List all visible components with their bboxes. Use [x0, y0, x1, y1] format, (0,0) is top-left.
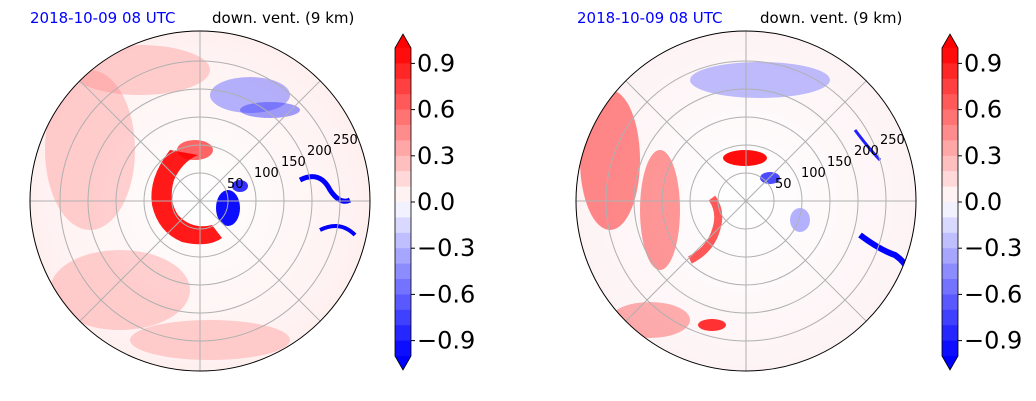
- panel-right-rlabel-150: 150: [827, 155, 852, 170]
- colorbar-level: [942, 125, 958, 141]
- panel-right: 2018-10-09 08 UTC down. vent. (9 km): [575, 9, 1022, 372]
- panel-right-rlabel-100: 100: [801, 166, 826, 181]
- panel-left-rlabel-50: 50: [227, 177, 244, 192]
- colorbar-level: [942, 186, 958, 203]
- colorbar-tick-label: 0.6: [417, 96, 455, 124]
- colorbar-level: [942, 217, 958, 234]
- colorbar-level: [395, 63, 411, 80]
- colorbar-level: [942, 140, 958, 157]
- colorbar-level: [395, 140, 411, 157]
- colorbar-tick-label: −0.6: [964, 280, 1022, 308]
- panel-right-rlabel-200: 200: [854, 144, 879, 159]
- colorbar-level: [942, 78, 958, 95]
- panel-left-colorbar: 0.9 0.6 0.3 0.0 −0.3 −0.6 −0.9: [394, 33, 475, 371]
- panel-left-date-title: 2018-10-09 08 UTC: [30, 9, 176, 27]
- colorbar-level: [942, 63, 958, 80]
- colorbar-level: [395, 155, 411, 172]
- colorbar-level: [942, 279, 958, 295]
- panel-left-grid: [30, 31, 370, 371]
- panel-right-variable-title: down. vent. (9 km): [760, 9, 902, 27]
- colorbar-level: [395, 309, 411, 326]
- colorbar-tick-label: −0.6: [417, 280, 475, 308]
- colorbar-level: [942, 340, 958, 357]
- panel-right-rlabel-250: 250: [880, 133, 905, 148]
- panel-left-rlabel-100: 100: [254, 166, 279, 181]
- colorbar-level: [395, 325, 411, 342]
- panel-left-negative-region: [210, 77, 357, 237]
- colorbar-tick-label: 0.0: [964, 188, 1002, 216]
- colorbar-level: [942, 232, 958, 249]
- colorbar-tick-label: −0.9: [417, 327, 475, 355]
- colorbar-level: [942, 202, 958, 218]
- colorbar-tick-label: 0.3: [417, 142, 455, 170]
- colorbar-level: [942, 48, 958, 64]
- colorbar-level: [942, 109, 958, 126]
- panel-right-grid: [576, 31, 916, 371]
- colorbar-level: [395, 125, 411, 141]
- colorbar-extend-max: [395, 34, 411, 48]
- panel-right-rlabel-50: 50: [775, 177, 792, 192]
- panel-left-radial-labels: 50 100 150 200 250: [227, 133, 358, 192]
- colorbar-level: [395, 171, 411, 188]
- colorbar-level: [395, 294, 411, 311]
- panel-left-variable-title: down. vent. (9 km): [212, 9, 354, 27]
- colorbar-extend-max: [942, 34, 958, 48]
- colorbar-level: [395, 186, 411, 203]
- panel-left-rlabel-150: 150: [281, 155, 306, 170]
- colorbar-level: [942, 309, 958, 326]
- colorbar-level: [942, 248, 958, 265]
- colorbar-level: [395, 109, 411, 126]
- panel-left: 2018-10-09 08 UTC down. vent. (9 km): [29, 9, 475, 372]
- colorbar-tick-label: 0.3: [964, 142, 1002, 170]
- panel-left-field: [45, 45, 357, 360]
- panel-right-date-title: 2018-10-09 08 UTC: [577, 9, 723, 27]
- colorbar-tick-label: −0.3: [964, 234, 1022, 262]
- colorbar-outline: [941, 33, 959, 371]
- colorbar-tick-label: 0.6: [964, 96, 1002, 124]
- colorbar-level: [942, 155, 958, 172]
- colorbar-tick-label: −0.3: [417, 234, 475, 262]
- colorbar-tick-label: 0.0: [417, 188, 455, 216]
- colorbar-level: [942, 263, 958, 280]
- colorbar-level: [395, 263, 411, 280]
- panel-right-radial-labels: 50 100 150 200 250: [775, 133, 905, 192]
- colorbar-extend-min: [395, 356, 411, 370]
- colorbar-level: [942, 94, 958, 111]
- panel-left-outline: [29, 30, 371, 372]
- colorbar-outline: [394, 33, 412, 371]
- colorbar-level: [942, 294, 958, 311]
- colorbar-level: [395, 217, 411, 234]
- colorbar-level: [942, 171, 958, 188]
- colorbar-tick-label: 0.9: [417, 49, 455, 77]
- colorbar-tick-label: −0.9: [964, 327, 1022, 355]
- colorbar-level: [395, 279, 411, 295]
- colorbar-level: [395, 78, 411, 95]
- panel-right-outline: [575, 30, 917, 372]
- panel-right-colorbar: 0.9 0.6 0.3 0.0 −0.3 −0.6 −0.9: [941, 33, 1022, 371]
- colorbar-level: [942, 325, 958, 342]
- colorbar-level: [395, 202, 411, 218]
- colorbar-extend-min: [942, 356, 958, 370]
- panel-left-rlabel-200: 200: [307, 144, 332, 159]
- colorbar-tick-label: 0.9: [964, 49, 1002, 77]
- panel-left-rlabel-250: 250: [333, 133, 358, 148]
- panel-left-outer-positive-band: [45, 45, 290, 360]
- colorbar-level: [395, 248, 411, 265]
- colorbar-level: [395, 340, 411, 357]
- colorbar-level: [395, 232, 411, 249]
- colorbar-level: [395, 94, 411, 111]
- colorbar-level: [395, 48, 411, 64]
